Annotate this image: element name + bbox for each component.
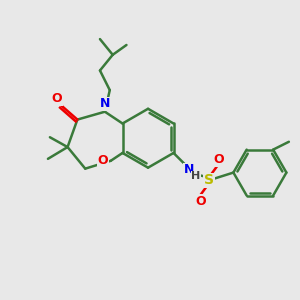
Text: O: O — [213, 153, 224, 166]
Text: N: N — [100, 98, 110, 110]
Text: N: N — [184, 163, 194, 176]
Text: S: S — [204, 173, 214, 188]
Text: O: O — [52, 92, 62, 106]
Text: O: O — [196, 194, 206, 208]
Text: H: H — [191, 172, 201, 182]
Text: O: O — [98, 154, 108, 167]
